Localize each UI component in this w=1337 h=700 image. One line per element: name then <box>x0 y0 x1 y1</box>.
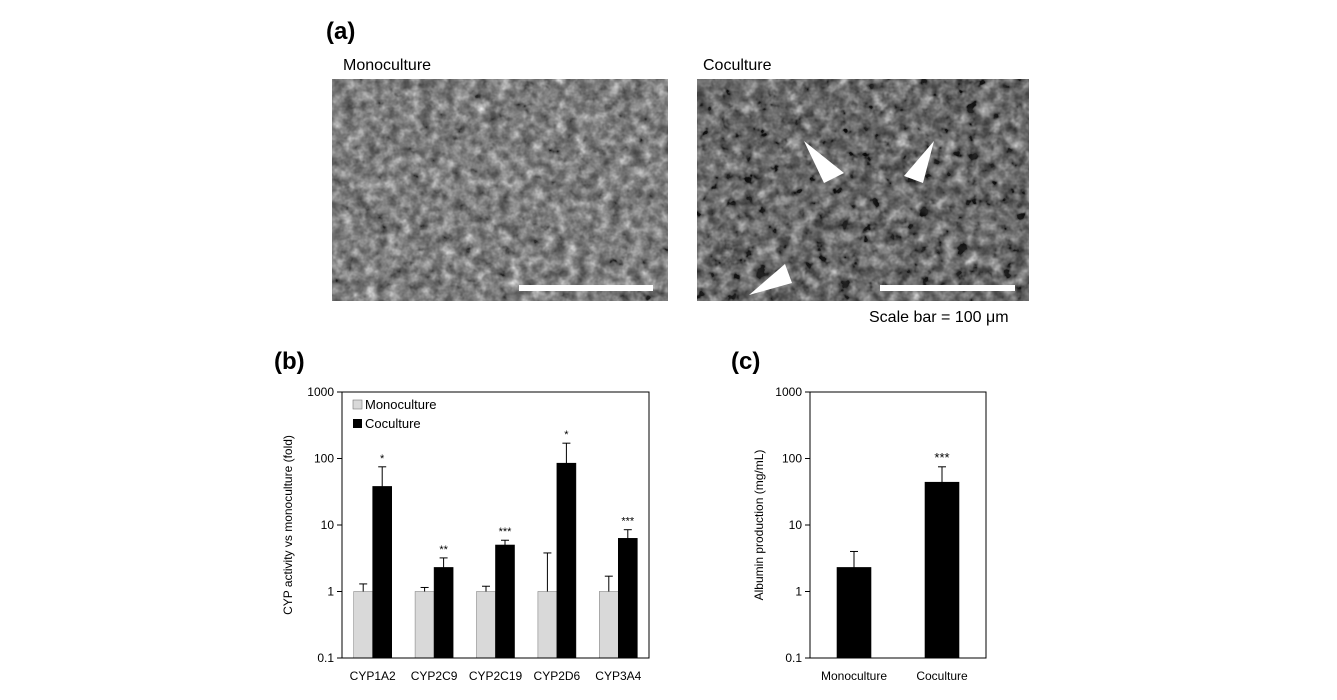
chartC-bar <box>836 567 872 659</box>
coculture-micrograph <box>697 79 1029 301</box>
chartC-category-label: Monoculture <box>821 669 887 683</box>
chartB-bar <box>433 567 454 659</box>
chartB-ytick-label: 1000 <box>307 385 334 399</box>
chartB-ytick-label: 100 <box>314 452 334 466</box>
chartB-ytick-label: 10 <box>321 518 335 532</box>
chartB-significance-label: *** <box>621 516 635 528</box>
cyp-activity-chart: CYP activity vs monoculture (fold) 0.1 1 1… <box>281 385 650 683</box>
chartB-category-label: CYP3A4 <box>595 669 641 683</box>
chart-b-plot-frame <box>341 391 650 659</box>
chartC-ytick-label: 100 <box>782 452 802 466</box>
chartB-category-label: CYP1A2 <box>350 669 396 683</box>
chartB-bar <box>414 591 435 659</box>
chartB-significance-label: ** <box>439 544 448 556</box>
monoculture-scale-bar <box>519 285 653 291</box>
chartC-category-label: Coculture <box>916 669 968 683</box>
chartB-category-label: CYP2C9 <box>411 669 458 683</box>
arrowhead-1 <box>804 141 844 183</box>
legend-swatch-monoculture <box>352 399 363 410</box>
chartB-significance-label: *** <box>499 526 513 538</box>
chartB-category-label: CYP2C19 <box>469 669 523 683</box>
chartC-bar <box>924 481 960 659</box>
chartB-ytick-label: 1 <box>327 585 334 599</box>
chartB-ytick-label: 0.1 <box>317 651 334 665</box>
panel-label-c: (c) <box>731 348 761 375</box>
chart-c-plot-frame <box>809 391 987 659</box>
chartB-bar <box>372 486 392 659</box>
monoculture-micrograph <box>332 79 668 301</box>
coculture-scale-bar <box>880 285 1015 291</box>
monoculture-micrograph-canvas <box>332 79 668 301</box>
legend-swatch-coculture <box>353 419 362 428</box>
albumin-production-chart: Albumin production (mg/mL) 0.1 1 10 100 1000… <box>752 385 987 683</box>
chartB-bar <box>598 591 619 659</box>
panel-label-a: (a) <box>326 18 356 45</box>
chartB-bar <box>556 462 577 659</box>
scale-bar-text: Scale bar = 100 μm <box>869 309 1009 326</box>
chart-b-ylabel: CYP activity vs monoculture (fold) <box>281 435 295 615</box>
chartB-significance-label: * <box>380 453 385 465</box>
coculture-image-title: Coculture <box>703 57 772 74</box>
chartC-ytick-label: 1 <box>795 585 802 599</box>
coculture-micrograph-canvas <box>697 79 1029 301</box>
chartB-category-label: CYP2D6 <box>534 669 581 683</box>
chartC-ytick-label: 1000 <box>775 385 802 399</box>
chartB-bar <box>353 591 373 659</box>
chartC-ytick-label: 10 <box>789 518 803 532</box>
legend-label-coculture: Coculture <box>365 416 421 431</box>
chartB-bar <box>537 591 558 659</box>
arrowhead-2 <box>904 141 934 183</box>
chartB-bar <box>476 591 496 659</box>
chartC-ytick-label: 0.1 <box>785 651 802 665</box>
chartB-significance-label: * <box>564 429 569 441</box>
legend-label-monoculture: Monoculture <box>365 397 437 412</box>
chartC-significance-label: *** <box>934 450 949 465</box>
chart-b-legend: Monoculture Coculture <box>352 397 437 431</box>
chartB-bar <box>617 538 638 659</box>
monoculture-image-title: Monoculture <box>343 57 432 74</box>
chart-c-ylabel: Albumin production (mg/mL) <box>752 450 766 601</box>
chartB-bar <box>495 544 515 659</box>
arrowhead-3 <box>749 264 792 295</box>
panel-label-b: (b) <box>274 348 305 375</box>
